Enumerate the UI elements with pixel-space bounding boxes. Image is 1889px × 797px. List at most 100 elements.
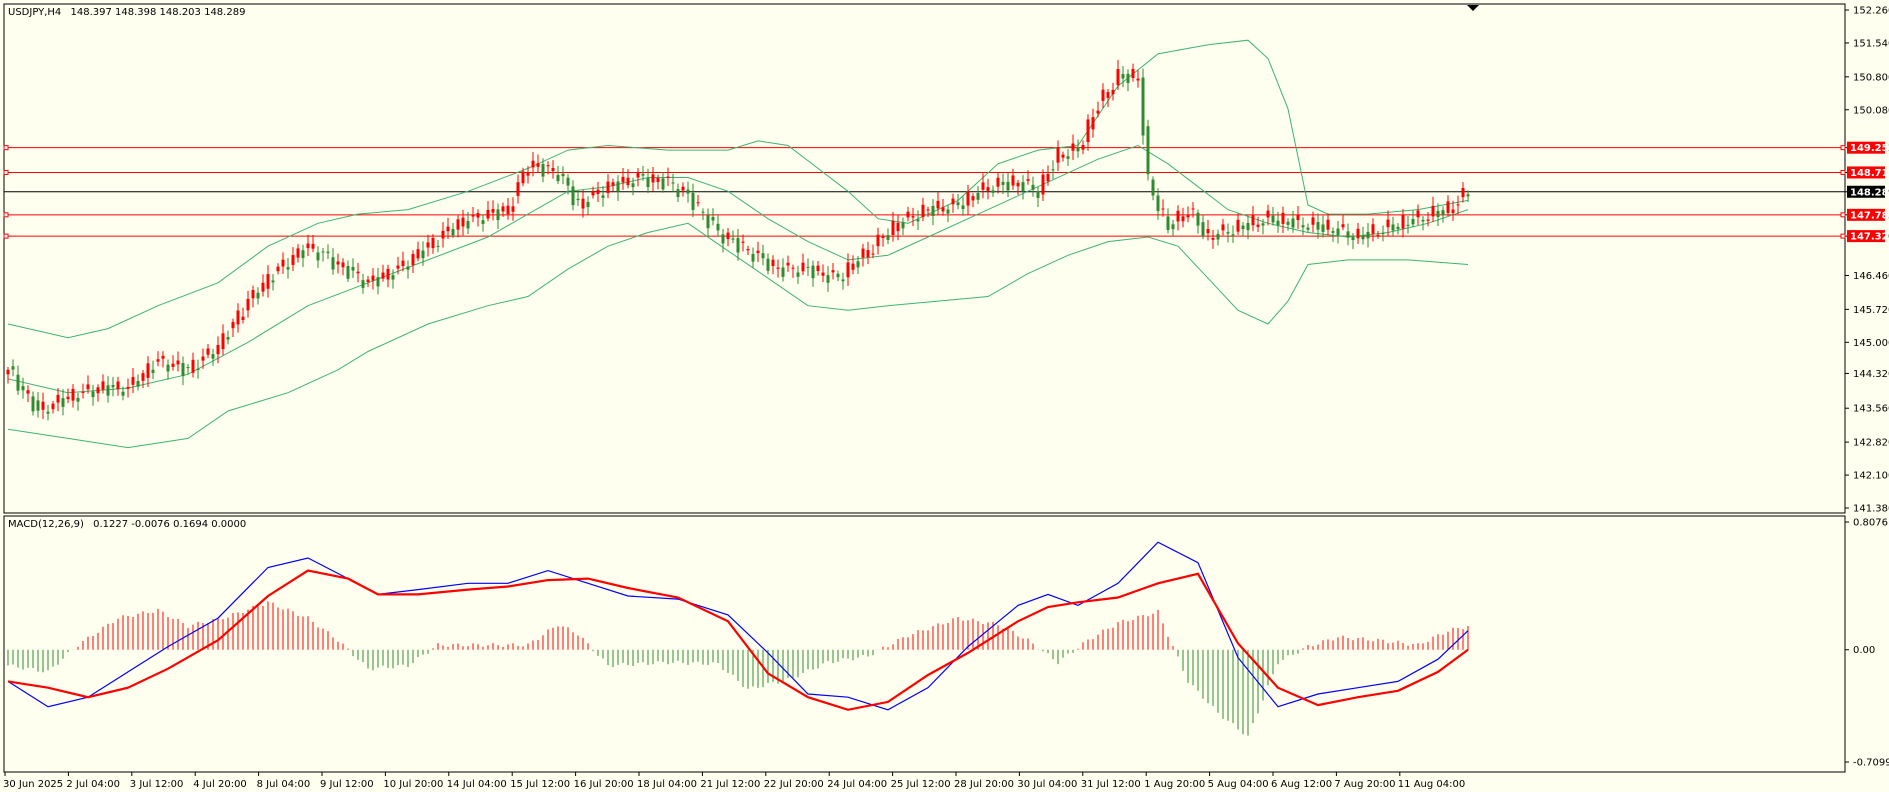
candle xyxy=(281,252,285,274)
time-tick-label: 7 Aug 20:00 xyxy=(1334,779,1395,790)
candle-body xyxy=(101,381,105,390)
time-tick-label: 30 Jun 2025 xyxy=(3,779,63,790)
chart-shift-icon[interactable] xyxy=(1467,5,1479,11)
candle xyxy=(1151,176,1155,201)
candle xyxy=(216,336,220,364)
candle-body xyxy=(651,174,655,183)
price-tick-label: 150.080 xyxy=(1853,105,1889,116)
candle xyxy=(946,204,950,223)
candle-body xyxy=(1301,225,1305,228)
candle xyxy=(1411,210,1415,228)
horizontal-levels[interactable] xyxy=(3,145,1846,239)
candle-body xyxy=(1091,117,1095,130)
candle xyxy=(1376,231,1380,239)
candle xyxy=(1356,222,1360,244)
candle-body xyxy=(1186,215,1190,218)
candle-body xyxy=(1226,232,1230,234)
candle xyxy=(241,307,245,324)
candle-body xyxy=(1246,222,1250,231)
candle-body xyxy=(16,374,20,391)
candle-body xyxy=(706,214,710,229)
candle xyxy=(876,227,880,255)
candle-body xyxy=(1386,219,1390,228)
candle xyxy=(961,196,965,216)
candle-body xyxy=(191,359,195,373)
candle-body xyxy=(916,219,920,222)
time-tick-label: 24 Jul 04:00 xyxy=(827,779,887,790)
candle xyxy=(326,244,330,260)
candle xyxy=(701,208,705,221)
candle-body xyxy=(36,400,40,411)
candle xyxy=(636,167,640,187)
candle xyxy=(346,260,350,282)
candle xyxy=(831,263,835,280)
candle xyxy=(1261,219,1265,235)
candle-body xyxy=(206,348,210,355)
candle-body xyxy=(121,391,125,396)
candle-body xyxy=(1191,208,1195,210)
candle-body xyxy=(246,298,250,311)
time-tick-label: 9 Jul 12:00 xyxy=(320,779,374,790)
candle-body xyxy=(51,403,55,410)
candle xyxy=(1421,216,1425,231)
candle-body xyxy=(636,172,640,178)
candle-body xyxy=(46,411,50,414)
candle xyxy=(126,378,130,398)
candle-body xyxy=(346,265,350,279)
time-tick-label: 14 Jul 04:00 xyxy=(447,779,507,790)
candle xyxy=(851,255,855,275)
candle xyxy=(786,255,790,272)
candle xyxy=(1371,218,1375,242)
price-label-box xyxy=(1847,166,1885,179)
candle xyxy=(356,262,360,283)
candle-body xyxy=(146,363,150,378)
candle xyxy=(621,167,625,190)
candle-body xyxy=(556,175,560,182)
candle xyxy=(586,196,590,215)
candle-body xyxy=(391,275,395,280)
candle-body xyxy=(656,177,660,183)
time-tick-label: 30 Jul 04:00 xyxy=(1017,779,1077,790)
time-axis: 30 Jun 2025 2 Jul 04:00 3 Jul 12:00 4 Jul 2… xyxy=(3,772,1465,790)
candle-body xyxy=(1296,215,1300,221)
candle xyxy=(1036,186,1040,208)
price-label-text: 148.289 xyxy=(1850,187,1889,198)
candle xyxy=(1071,134,1075,160)
candle xyxy=(1136,70,1140,88)
candle-body xyxy=(816,265,820,272)
symbol-label: USDJPY,H4 xyxy=(8,7,61,18)
candle-body xyxy=(786,262,790,266)
candle xyxy=(1206,219,1210,241)
level-handle xyxy=(3,145,9,151)
level-handle xyxy=(3,169,9,175)
candle-body xyxy=(736,238,740,253)
candle xyxy=(1361,226,1365,245)
candle xyxy=(306,234,310,257)
candle-body xyxy=(506,205,510,215)
candle xyxy=(1391,216,1395,236)
candle xyxy=(676,183,680,202)
candle-body xyxy=(1051,169,1055,171)
candle xyxy=(1341,215,1345,231)
candle xyxy=(1301,217,1305,236)
candle-body xyxy=(906,211,910,218)
candle xyxy=(136,374,140,391)
candle xyxy=(456,215,460,238)
candle xyxy=(96,384,100,402)
candle-body xyxy=(166,364,170,372)
price-tick-label: 152.260 xyxy=(1853,6,1889,17)
time-tick-label: 10 Jul 20:00 xyxy=(383,779,443,790)
candle xyxy=(441,222,445,248)
price-tick-label: 151.540 xyxy=(1853,38,1889,49)
candle-body xyxy=(441,230,445,239)
candle xyxy=(291,247,295,271)
candle xyxy=(631,177,635,196)
candle-body xyxy=(896,222,900,232)
candle xyxy=(896,214,900,241)
candle-body xyxy=(421,250,425,259)
candle xyxy=(1441,206,1445,223)
candle-body xyxy=(1321,224,1325,232)
price-label-box xyxy=(1847,141,1885,154)
